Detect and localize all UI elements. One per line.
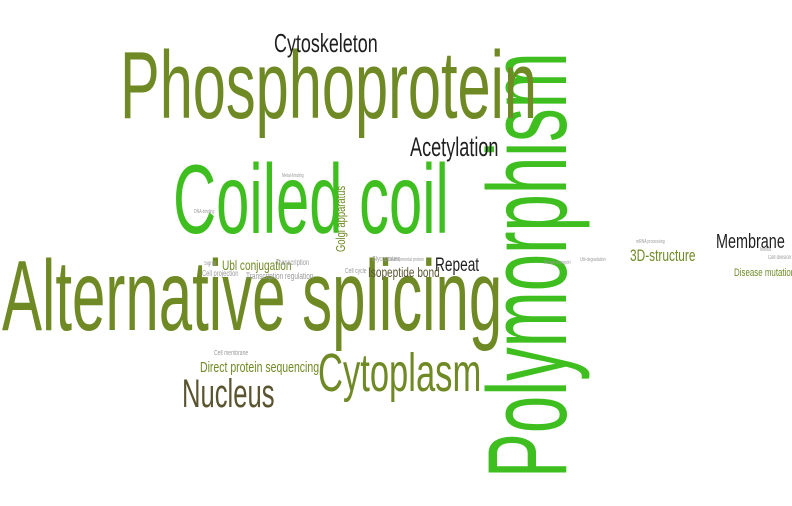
- word-acetylation: Acetylation: [410, 132, 499, 162]
- word-direct-protein-sequencing: Direct protein sequencing: [200, 359, 320, 376]
- word-transcription-regulation: Transcription regulation: [246, 271, 314, 281]
- word-glycoprotein: Glycoprotein: [372, 256, 401, 263]
- word-repeat: Repeat: [435, 255, 480, 276]
- word-golgi-apparatus: Golgi apparatus: [333, 185, 348, 252]
- word-cell-division: Cell division: [768, 255, 792, 261]
- word-isopeptide-bond: Isopeptide bond: [368, 264, 440, 280]
- word-coiled-coil: Coiled coil: [173, 144, 449, 254]
- word-phosphoprotein: Phosphoprotein: [120, 32, 537, 139]
- word-cell-membrane: Cell membrane: [214, 350, 249, 357]
- word-protein-transport: Protein transport: [544, 260, 571, 266]
- word-cytoskeleton: Cytoskeleton: [274, 28, 378, 58]
- word-transcription: Transcription: [276, 258, 310, 267]
- word-developmental-protein: Developmental protein: [388, 257, 425, 263]
- word-nucleus: Nucleus: [182, 372, 275, 416]
- word-signal: Signal: [204, 261, 217, 267]
- word-membrane: Membrane: [716, 231, 785, 253]
- word-metal-binding: Metal-binding: [282, 173, 304, 179]
- word-cell-projection: Cell projection: [202, 269, 239, 278]
- word-ubl-conjugation: Ubl conjugation: [222, 257, 292, 273]
- word-cell-cycle: Cell cycle: [345, 268, 367, 275]
- word-mrna-processing: mRNA processing: [636, 239, 665, 245]
- word-ubl-degradation: Ubl-degradation: [580, 257, 606, 263]
- word-cytoplasm: Cytoplasm: [318, 343, 482, 403]
- word-disease-mutation: Disease mutation: [734, 267, 792, 279]
- word-3d-structure: 3D-structure: [630, 246, 696, 265]
- word-dna-binding: DNA-binding: [194, 209, 215, 215]
- word-alternative-splicing: Alternative splicing: [2, 240, 503, 352]
- word-mitosis: Mitosis: [760, 247, 772, 253]
